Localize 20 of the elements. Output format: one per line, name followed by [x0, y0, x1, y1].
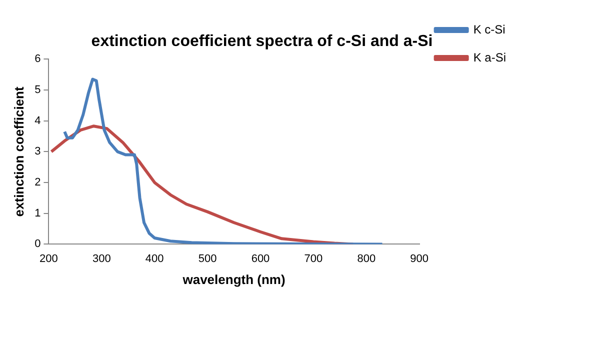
x-axis-title: wavelength (nm) [182, 272, 286, 287]
x-tick-label: 500 [198, 252, 217, 265]
y-tick-label: 4 [34, 114, 41, 127]
chart-title: extinction coefficient spectra of c-Si and a-Si [91, 33, 433, 50]
x-tick-label: 800 [357, 252, 376, 265]
y-axis-title: extinction coefficient [11, 86, 26, 217]
x-tick-label: 400 [145, 252, 164, 265]
x-tick-label: 900 [410, 252, 428, 265]
y-tick-label: 0 [34, 238, 41, 250]
y-tick-label: 1 [34, 207, 41, 220]
y-tick-label: 3 [34, 146, 41, 158]
y-tick-label: 2 [34, 176, 41, 189]
x-tick-label: 300 [92, 252, 111, 265]
x-tick-label: 700 [304, 252, 323, 265]
x-tick-label: 600 [251, 252, 270, 265]
y-tick-label: 5 [34, 84, 41, 96]
x-tick-label: 200 [40, 252, 58, 265]
y-tick-label: 6 [34, 53, 41, 66]
legend-label: K c-Si [473, 22, 506, 36]
legend-label: K a-Si [473, 50, 506, 64]
